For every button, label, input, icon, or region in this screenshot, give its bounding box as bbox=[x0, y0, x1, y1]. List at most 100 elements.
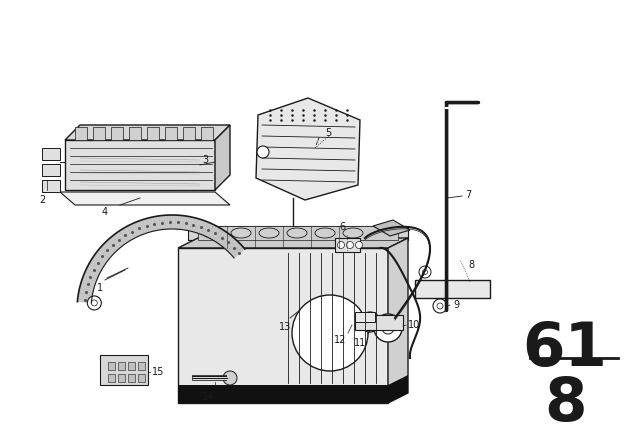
Polygon shape bbox=[161, 215, 165, 229]
Polygon shape bbox=[188, 226, 408, 240]
Bar bbox=[42, 164, 60, 176]
Circle shape bbox=[346, 241, 353, 249]
Bar bbox=[128, 362, 135, 370]
Polygon shape bbox=[93, 254, 106, 265]
Text: 13: 13 bbox=[279, 322, 291, 332]
Text: 5: 5 bbox=[325, 128, 332, 138]
Polygon shape bbox=[78, 293, 92, 298]
Circle shape bbox=[382, 322, 394, 334]
Polygon shape bbox=[92, 257, 105, 267]
Polygon shape bbox=[81, 282, 95, 289]
Polygon shape bbox=[218, 232, 228, 245]
Polygon shape bbox=[388, 375, 408, 403]
Polygon shape bbox=[65, 125, 230, 140]
Text: 12: 12 bbox=[334, 335, 346, 345]
Polygon shape bbox=[102, 244, 114, 255]
Bar bbox=[165, 127, 177, 140]
Polygon shape bbox=[175, 215, 179, 229]
Polygon shape bbox=[192, 218, 198, 232]
Circle shape bbox=[92, 300, 97, 306]
Polygon shape bbox=[207, 224, 216, 238]
Bar bbox=[129, 127, 141, 140]
Polygon shape bbox=[106, 240, 118, 252]
Polygon shape bbox=[132, 223, 140, 237]
Polygon shape bbox=[100, 355, 148, 385]
Text: 4: 4 bbox=[102, 207, 108, 217]
Polygon shape bbox=[113, 234, 123, 247]
Text: 1: 1 bbox=[97, 283, 103, 293]
Text: 3: 3 bbox=[202, 155, 208, 165]
Polygon shape bbox=[129, 224, 138, 238]
Polygon shape bbox=[187, 217, 193, 231]
Polygon shape bbox=[89, 262, 102, 271]
Polygon shape bbox=[159, 215, 163, 230]
Bar bbox=[147, 127, 159, 140]
Polygon shape bbox=[140, 220, 147, 234]
Polygon shape bbox=[226, 239, 237, 251]
Polygon shape bbox=[108, 238, 119, 250]
Polygon shape bbox=[79, 288, 93, 293]
Polygon shape bbox=[77, 296, 92, 301]
Text: 7: 7 bbox=[465, 190, 471, 200]
Text: 14: 14 bbox=[202, 392, 214, 402]
Polygon shape bbox=[90, 259, 104, 269]
Circle shape bbox=[437, 303, 443, 309]
Polygon shape bbox=[231, 245, 243, 256]
Polygon shape bbox=[220, 233, 230, 246]
Polygon shape bbox=[77, 299, 92, 303]
Bar bbox=[138, 374, 145, 382]
Polygon shape bbox=[82, 277, 96, 284]
Circle shape bbox=[366, 318, 374, 326]
Polygon shape bbox=[60, 192, 230, 205]
Polygon shape bbox=[104, 241, 116, 254]
Polygon shape bbox=[173, 215, 175, 229]
Polygon shape bbox=[83, 274, 97, 282]
Polygon shape bbox=[119, 229, 129, 243]
Polygon shape bbox=[335, 238, 360, 252]
Polygon shape bbox=[88, 264, 101, 273]
Text: 8: 8 bbox=[468, 260, 474, 270]
Polygon shape bbox=[137, 221, 144, 235]
Polygon shape bbox=[180, 215, 184, 230]
Polygon shape bbox=[204, 222, 211, 236]
Bar bbox=[198, 226, 398, 240]
Polygon shape bbox=[189, 217, 195, 232]
Polygon shape bbox=[205, 224, 214, 237]
Polygon shape bbox=[150, 217, 156, 231]
Bar bbox=[108, 362, 115, 370]
Polygon shape bbox=[232, 247, 244, 258]
Polygon shape bbox=[65, 140, 215, 190]
Circle shape bbox=[360, 312, 380, 332]
Polygon shape bbox=[99, 248, 111, 259]
Polygon shape bbox=[196, 220, 204, 233]
Polygon shape bbox=[164, 215, 168, 229]
Polygon shape bbox=[177, 215, 181, 229]
Text: 15: 15 bbox=[152, 367, 164, 377]
Text: 11: 11 bbox=[354, 338, 366, 348]
Polygon shape bbox=[222, 235, 233, 248]
Text: 9: 9 bbox=[453, 300, 459, 310]
Text: 6: 6 bbox=[339, 222, 345, 232]
Polygon shape bbox=[84, 271, 98, 280]
Bar bbox=[201, 127, 213, 140]
Polygon shape bbox=[212, 227, 221, 241]
Circle shape bbox=[419, 266, 431, 278]
Bar bbox=[178, 385, 388, 403]
Circle shape bbox=[257, 146, 269, 158]
Bar bbox=[108, 374, 115, 382]
Bar bbox=[75, 127, 87, 140]
Polygon shape bbox=[178, 248, 388, 403]
Polygon shape bbox=[115, 233, 125, 246]
Bar bbox=[118, 362, 125, 370]
Bar bbox=[42, 148, 60, 160]
Circle shape bbox=[433, 299, 447, 313]
Bar bbox=[183, 127, 195, 140]
Ellipse shape bbox=[203, 228, 223, 238]
Bar bbox=[93, 127, 105, 140]
Polygon shape bbox=[214, 229, 223, 242]
Polygon shape bbox=[229, 243, 241, 254]
Polygon shape bbox=[256, 98, 360, 200]
Polygon shape bbox=[415, 280, 490, 298]
Bar bbox=[138, 362, 145, 370]
Polygon shape bbox=[224, 237, 235, 249]
